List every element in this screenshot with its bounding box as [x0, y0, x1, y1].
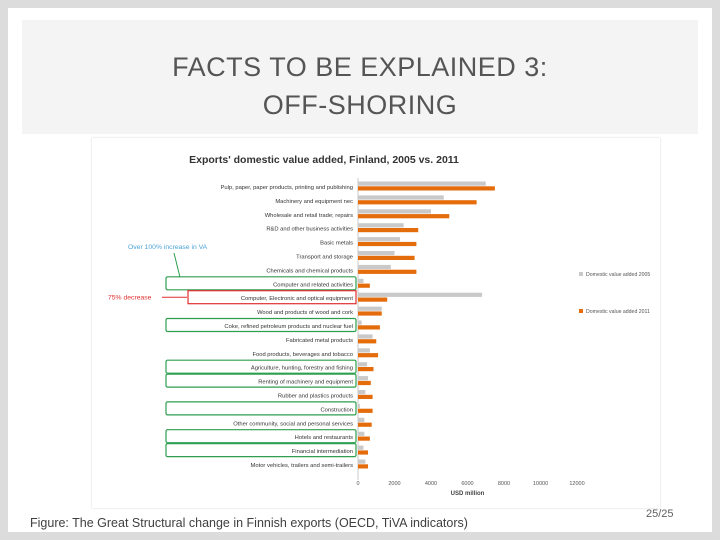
bar-2005	[358, 306, 382, 311]
highlight-box-green	[165, 401, 357, 416]
category-label: Hotels and restaurants	[295, 435, 353, 441]
bar-2011	[358, 367, 374, 372]
highlight-box-green	[165, 429, 357, 444]
category-label: Fabricated metal products	[286, 338, 353, 344]
bar-2011	[358, 339, 377, 344]
category-label: Computer and related activities	[273, 282, 353, 288]
legend-swatch	[579, 272, 583, 276]
figure-caption: Figure: The Great Structural change in F…	[30, 516, 468, 530]
annotation-increase: Over 100% increase in VA	[128, 244, 208, 251]
bar-2005	[358, 334, 373, 339]
category-label: Agriculture, hunting, forestry and fishi…	[251, 366, 353, 372]
bar-chart: Exports' domestic value added, Finland, …	[108, 154, 650, 497]
category-label: Renting of machinery and equipment	[258, 380, 353, 386]
category-label: Construction	[320, 407, 353, 413]
highlight-box-green	[165, 276, 357, 291]
bar-2011	[358, 394, 373, 399]
x-tick-label: 0	[356, 481, 359, 487]
bar-2005	[358, 348, 370, 353]
bar-2011	[358, 311, 382, 316]
bar-2005	[358, 417, 365, 422]
bar-2011	[358, 186, 495, 191]
chart-title: Exports' domestic value added, Finland, …	[189, 154, 459, 166]
x-tick-label: 8000	[498, 481, 510, 487]
bar-2005	[358, 459, 366, 464]
bar-2011	[358, 450, 369, 455]
bar-2005	[358, 181, 486, 186]
bar-2005	[358, 223, 404, 228]
category-label: Financial intermediation	[292, 449, 353, 455]
bar-2011	[358, 200, 477, 205]
bar-2005	[358, 278, 364, 283]
bar-2011	[358, 228, 419, 233]
bar-2005	[358, 237, 400, 242]
legend-label: Domestic value added 2005	[586, 272, 650, 278]
annotation-decrease: 75% decrease	[108, 295, 152, 302]
category-label: Wood and products of wood and cork	[257, 310, 353, 316]
category-label: Rubber and plastics products	[278, 394, 353, 400]
x-tick-label: 12000	[569, 481, 584, 487]
category-label: Computer, Electronic and optical equipme…	[241, 296, 354, 302]
bar-2005	[358, 264, 391, 270]
title-box: FACTS TO BE EXPLAINED 3: OFF-SHORING	[22, 20, 698, 134]
bar-2011	[358, 422, 372, 427]
x-axis-label: USD million	[451, 491, 485, 497]
bar-2005	[358, 390, 366, 395]
highlight-box-green	[165, 359, 357, 374]
category-label: Machinery and equipment nec	[275, 199, 353, 205]
category-label: Motor vehicles, trailers and semi-traile…	[251, 463, 354, 469]
bar-2011	[358, 255, 415, 260]
highlight-box-green	[165, 373, 357, 388]
bar-2011	[358, 214, 450, 219]
bar-2005	[358, 403, 360, 409]
bar-2011	[358, 269, 417, 274]
annotation-arrow-green	[173, 252, 181, 278]
bar-2011	[358, 241, 417, 247]
bar-2005	[358, 431, 365, 436]
x-tick-label: 2000	[388, 481, 400, 487]
highlight-box-red	[187, 290, 357, 305]
bar-2011	[358, 325, 380, 330]
highlight-box-green	[165, 317, 357, 333]
category-label: Coke, refined petroleum products and nuc…	[224, 324, 353, 330]
legend-swatch	[579, 309, 583, 313]
category-label: Wholesale and retail trade; repairs	[265, 213, 353, 219]
bar-2005	[358, 251, 395, 256]
bar-2011	[358, 297, 388, 302]
bar-2005	[358, 320, 362, 325]
x-tick-label: 6000	[461, 481, 473, 487]
slide: FACTS TO BE EXPLAINED 3: OFF-SHORING Exp…	[8, 8, 712, 532]
x-tick-label: 4000	[425, 481, 437, 487]
chart-container: Exports' domestic value added, Finland, …	[92, 138, 660, 508]
category-label: Pulp, paper, paper products, printing an…	[221, 185, 353, 191]
bar-2005	[358, 292, 483, 297]
bar-2011	[358, 408, 373, 413]
slide-subtitle: OFF-SHORING	[262, 90, 458, 120]
slide-title: FACTS TO BE EXPLAINED 3:	[172, 52, 548, 82]
bar-2011	[358, 353, 379, 358]
bar-2011	[358, 436, 370, 441]
bar-2005	[358, 445, 364, 450]
bar-2011	[358, 380, 371, 386]
bar-2005	[358, 209, 431, 214]
bar-2005	[358, 195, 444, 200]
category-label: Chemicals and chemical products	[266, 268, 353, 274]
legend-label: Domestic value added 2011	[586, 309, 650, 315]
category-label: Food products, beverages and tobacco	[252, 352, 353, 358]
highlight-box-green	[165, 443, 357, 458]
page-number: 25/25	[646, 508, 674, 520]
category-label: Transport and storage	[296, 255, 353, 261]
bar-2005	[358, 362, 368, 367]
bar-2011	[358, 464, 369, 469]
x-tick-label: 10000	[533, 481, 548, 487]
bar-2005	[358, 376, 369, 381]
category-label: Basic metals	[320, 241, 353, 247]
bar-2011	[358, 283, 370, 288]
category-label: Other community, social and personal ser…	[233, 421, 353, 427]
category-label: R&D and other business activities	[266, 227, 353, 233]
